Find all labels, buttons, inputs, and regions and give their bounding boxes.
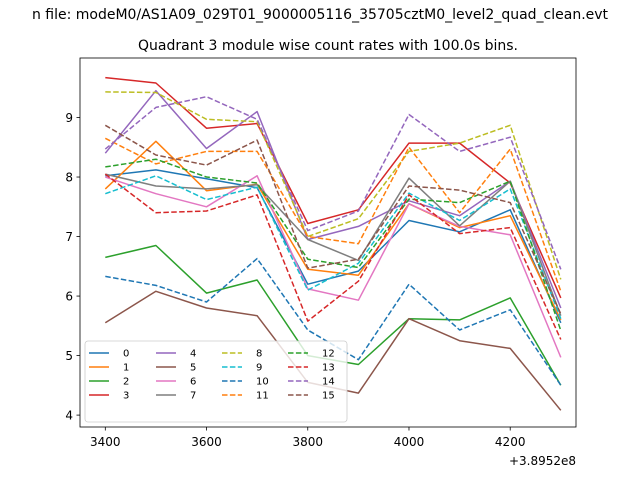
y-tick-label: 6 (65, 290, 73, 304)
series-line-0 (105, 169, 562, 324)
x-tick-label: 3800 (292, 435, 323, 449)
series-line-1 (104, 140, 562, 321)
legend-label-15: 15 (322, 391, 335, 402)
legend-label-9: 9 (256, 363, 262, 374)
y-tick-label: 9 (65, 111, 73, 125)
legend-label-6: 6 (190, 377, 196, 388)
legend-label-0: 0 (123, 349, 129, 360)
legend-label-8: 8 (256, 349, 262, 360)
legend-label-7: 7 (190, 391, 196, 402)
x-tick-label: 3400 (90, 435, 121, 449)
x-tick-label: 4200 (495, 435, 526, 449)
legend-label-4: 4 (190, 349, 196, 360)
legend-label-1: 1 (123, 363, 129, 374)
series-line-14 (104, 95, 562, 270)
legend-label-12: 12 (322, 349, 335, 360)
chart-title: Quadrant 3 module wise count rates with … (138, 38, 518, 54)
legend-label-11: 11 (256, 391, 269, 402)
legend-frame (84, 340, 348, 423)
plot-frame (79, 57, 577, 428)
series-line-11 (104, 137, 562, 292)
x-axis-offset-label: +3.8952e8 (509, 454, 576, 468)
legend-label-10: 10 (256, 377, 269, 388)
legend-label-2: 2 (123, 377, 129, 388)
y-tick-label: 7 (65, 230, 73, 244)
y-axis: 4 5 6 7 8 9 (65, 111, 80, 423)
y-tick-label: 5 (65, 349, 73, 363)
y-tick-label: 4 (65, 409, 73, 423)
series-line-13 (104, 173, 562, 340)
x-tick-label: 3600 (191, 435, 222, 449)
figure-suptitle: n file: modeM0/AS1A09_029T01_9000005116_… (32, 7, 609, 23)
series-line-12 (105, 158, 562, 331)
series-line-9 (105, 175, 562, 319)
legend-label-13: 13 (322, 363, 335, 374)
series-line-4 (104, 89, 562, 309)
x-axis: 3400 3600 3800 4000 4200 (90, 427, 525, 449)
legend-label-3: 3 (123, 391, 129, 402)
y-tick-label: 8 (65, 171, 73, 185)
x-tick-label: 4000 (394, 435, 425, 449)
series-line-15 (104, 124, 562, 315)
series-line-8 (105, 91, 562, 280)
legend-label-5: 5 (190, 363, 196, 374)
legend-label-14: 14 (322, 377, 335, 388)
